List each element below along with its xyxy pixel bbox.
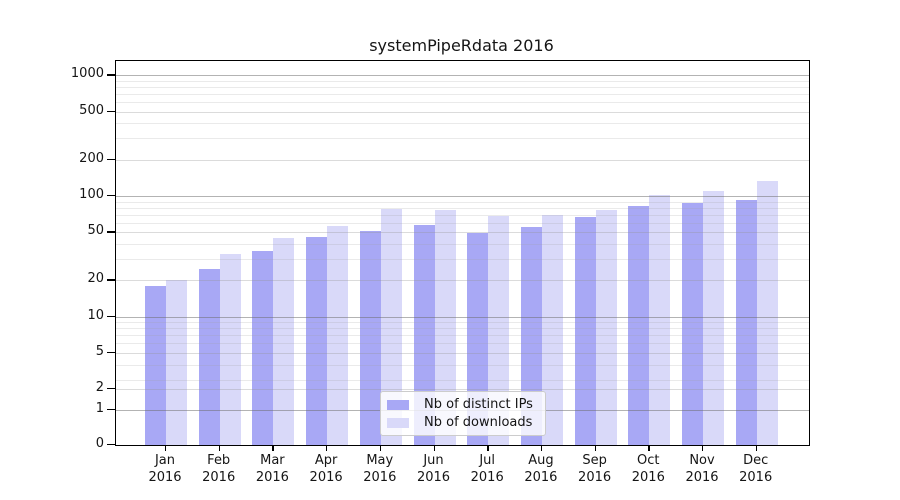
bar-ips-apr (306, 236, 328, 445)
x-tick-label-feb: Feb 2016 (202, 453, 236, 485)
y-tick-mark-100 (107, 195, 115, 197)
y-tick-label-5: 5 (95, 343, 104, 359)
x-tick-label-jun: Jun 2016 (416, 453, 451, 485)
x-tick-mark-may (379, 445, 382, 451)
bar-downloads-jul (488, 216, 510, 445)
x-tick-label-jan: Jan 2016 (148, 453, 182, 485)
legend-label-downloads: Nb of downloads (424, 415, 533, 430)
bar-ips-may (359, 231, 381, 445)
bar-ips-aug (520, 227, 542, 445)
x-tick-mark-jun (433, 445, 435, 451)
bar-downloads-nov (703, 191, 724, 445)
y-tick-label-1000: 1000 (70, 66, 104, 82)
bar-downloads-sep (595, 210, 617, 445)
bar-downloads-jun (434, 210, 456, 445)
y-tick-label-10: 10 (87, 307, 104, 323)
y-tick-mark-0 (107, 444, 115, 446)
x-tick-mark-apr (326, 445, 328, 451)
bar-downloads-jan (166, 280, 187, 445)
legend-swatch-downloads (387, 417, 409, 428)
y-tick-label-0: 0 (95, 436, 104, 451)
x-tick-mark-jan (165, 445, 167, 451)
x-tick-label-jul: Jul 2016 (470, 453, 504, 485)
bar-downloads-mar (273, 237, 295, 445)
x-tick-mark-feb (218, 445, 221, 451)
legend: Nb of distinct IPs Nb of downloads (380, 391, 546, 436)
bar-ips-dec (735, 199, 757, 445)
chart-title: systemPipeRdata 2016 (369, 36, 554, 55)
x-tick-label-sep: Sep 2016 (578, 453, 612, 485)
y-tick-mark-500 (107, 110, 115, 113)
x-tick-label-aug: Aug 2016 (524, 453, 558, 485)
x-tick-mark-oct (648, 445, 650, 451)
bar-downloads-feb (219, 254, 241, 445)
y-tick-label-100: 100 (79, 187, 104, 202)
bar-ips-sep (574, 216, 596, 445)
y-tick-mark-2 (107, 388, 115, 390)
x-tick-mark-dec (755, 445, 758, 451)
x-tick-label-nov: Nov 2016 (685, 453, 719, 485)
legend-swatch-distinct-ips (387, 399, 409, 410)
y-tick-mark-1000 (107, 74, 115, 76)
x-tick-label-dec: Dec 2016 (739, 453, 773, 485)
y-tick-label-500: 500 (79, 102, 104, 118)
bar-ips-feb (198, 268, 220, 445)
bar-ips-jun (413, 224, 435, 445)
y-tick-mark-1 (107, 409, 115, 411)
x-tick-mark-aug (540, 445, 543, 451)
x-tick-label-oct: Oct 2016 (631, 453, 665, 485)
bar-downloads-dec (756, 181, 778, 445)
x-tick-label-may: May 2016 (363, 453, 397, 485)
bar-downloads-oct (649, 194, 671, 445)
x-tick-mark-nov (702, 445, 704, 451)
legend-item-distinct-ips: Nb of distinct IPs (387, 397, 537, 412)
y-tick-label-20: 20 (87, 271, 104, 287)
bar-ips-oct (628, 206, 650, 445)
bar-ips-jan (145, 285, 166, 445)
y-tick-mark-5 (107, 351, 115, 354)
y-tick-mark-200 (107, 158, 115, 161)
bar-downloads-aug (541, 214, 563, 445)
legend-label-distinct-ips: Nb of distinct IPs (424, 397, 533, 412)
y-tick-mark-20 (107, 279, 115, 281)
x-tick-label-mar: Mar 2016 (255, 453, 289, 485)
bar-ips-nov (682, 202, 703, 445)
bar-downloads-apr (327, 226, 349, 445)
x-tick-label-apr: Apr 2016 (309, 453, 343, 485)
y-tick-label-2: 2 (95, 380, 104, 395)
x-tick-mark-mar (272, 445, 274, 451)
bar-downloads-may (380, 209, 402, 445)
y-tick-mark-10 (107, 315, 115, 317)
plot-area: Nb of distinct IPs Nb of downloads (115, 60, 810, 446)
x-tick-mark-jul (487, 445, 489, 451)
bar-ips-mar (252, 250, 274, 445)
x-tick-mark-sep (594, 445, 596, 451)
bars-layer (116, 61, 809, 445)
y-tick-mark-50 (107, 231, 115, 233)
y-tick-label-50: 50 (87, 223, 104, 239)
y-tick-label-200: 200 (79, 150, 104, 166)
y-tick-label-1: 1 (95, 401, 104, 416)
legend-item-downloads: Nb of downloads (387, 415, 537, 430)
